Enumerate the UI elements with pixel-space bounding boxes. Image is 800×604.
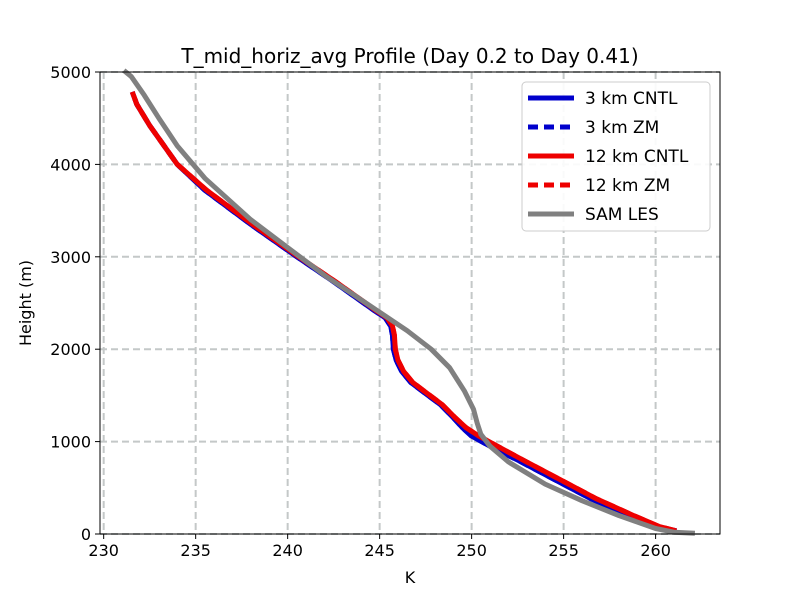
x-tick-label: 260 xyxy=(640,541,671,560)
plot-frame xyxy=(99,71,721,535)
chart-title: T_mid_horiz_avg Profile (Day 0.2 to Day … xyxy=(180,44,638,68)
series-lines xyxy=(122,68,696,536)
y-tick-label: 3000 xyxy=(50,248,91,267)
legend-label: 3 km ZM xyxy=(585,118,659,138)
x-tick-label: 235 xyxy=(180,541,211,560)
legend-box xyxy=(521,81,711,232)
y-axis-label: Height (m) xyxy=(16,260,35,346)
series-line-sam-les xyxy=(122,68,696,536)
series-line-12-km-zm xyxy=(130,93,675,533)
y-tick-label: 1000 xyxy=(50,433,91,452)
x-tick-label: 245 xyxy=(364,541,395,560)
legend-label: SAM LES xyxy=(585,205,659,225)
legend-label: 12 km CNTL xyxy=(585,147,689,167)
axis-ticks: 230 235 240 245 250 255 260 0 1000 2000 3000 4000 50… xyxy=(50,63,671,560)
x-tick-label: 230 xyxy=(88,541,119,560)
legend-label: 3 km CNTL xyxy=(585,89,678,109)
x-tick-label: 250 xyxy=(456,541,487,560)
y-tick-label: 5000 xyxy=(50,63,91,82)
legend: 3 km CNTL 3 km ZM 12 km CNTL 12 km ZM SAM LE… xyxy=(521,81,711,232)
y-tick-label: 0 xyxy=(81,525,91,544)
x-axis-label: K xyxy=(405,568,416,587)
y-tick-label: 2000 xyxy=(50,340,91,359)
legend-label: 12 km ZM xyxy=(585,176,670,196)
x-tick-label: 240 xyxy=(272,541,303,560)
y-tick-label: 4000 xyxy=(50,155,91,174)
x-tick-label: 255 xyxy=(548,541,579,560)
